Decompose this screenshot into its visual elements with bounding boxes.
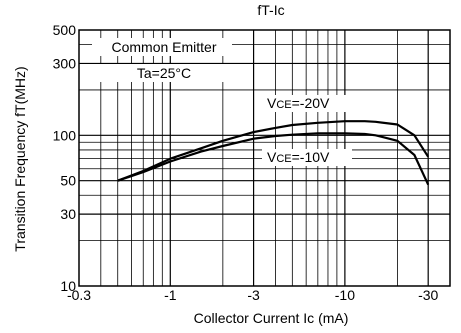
y-tick-label: 300 xyxy=(53,55,77,71)
series-line-2 xyxy=(117,132,430,186)
annotation-bg-1 xyxy=(92,38,232,56)
tick-labels: -0.3 -1 -3 -10 -30 10 30 50 100 300 500 xyxy=(53,22,439,303)
y-tick-label: 50 xyxy=(60,173,76,189)
y-tick-label: 500 xyxy=(53,22,77,38)
series-label-bg xyxy=(262,149,352,166)
plot-frame xyxy=(78,29,451,287)
x-tick-label: -10 xyxy=(335,287,355,303)
annotation-ta: Ta=25°C xyxy=(137,65,191,81)
x-tick-label: -30 xyxy=(418,287,438,303)
x-tick-label: -1 xyxy=(164,287,177,303)
chart-title: fT-Ic xyxy=(257,2,284,18)
y-tick-label: 30 xyxy=(60,206,76,222)
annotation-common-emitter: Common Emitter xyxy=(111,39,216,55)
series-label-2: VCE=-10V xyxy=(267,149,330,165)
y-axis-label: Transition Frequency fT(MHz) xyxy=(12,66,28,251)
y-tick-label: 10 xyxy=(60,278,76,294)
annotation-bg-2 xyxy=(100,64,224,82)
series-label-bg xyxy=(262,95,354,112)
series-label-1: VCE=-20V xyxy=(267,95,330,111)
x-axis-label: Collector Current Ic (mA) xyxy=(194,310,349,326)
y-tick-label: 100 xyxy=(53,127,77,143)
series-layer xyxy=(117,120,430,186)
x-tick-label: -3 xyxy=(247,287,260,303)
x-tick-label: -0.3 xyxy=(67,287,91,303)
annotations: Common Emitter Ta=25°C VCE=-20V VCE=-10V xyxy=(92,38,354,166)
series-line-1 xyxy=(117,120,430,182)
